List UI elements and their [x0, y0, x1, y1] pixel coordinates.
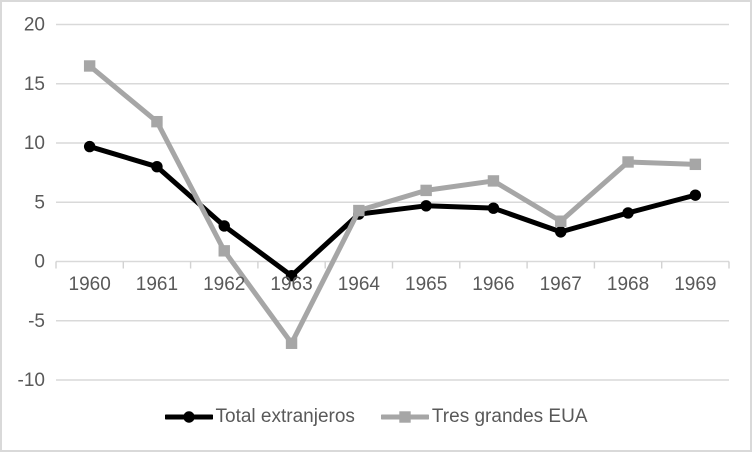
x-tick-label: 1967: [540, 274, 582, 295]
data-point-square-marker: [218, 245, 230, 257]
y-tick-label: -5: [28, 311, 45, 332]
data-point-square-marker: [487, 175, 500, 187]
y-tick-label: 0: [34, 252, 45, 273]
data-point-circle-marker: [622, 207, 634, 219]
y-tick-label: -10: [18, 370, 45, 391]
data-point-square-marker: [285, 337, 298, 349]
data-point-circle-marker: [151, 161, 163, 173]
x-tick-label: 1961: [136, 274, 178, 295]
legend-entry-total-extranjeros: Total extranjeros: [164, 404, 355, 430]
data-point-circle-marker: [83, 140, 96, 153]
legend-entry-tres-grandes-eua: Tres grandes EUA: [380, 404, 588, 430]
data-point-circle-marker: [689, 189, 702, 201]
data-point-square-marker: [151, 115, 163, 128]
data-point-square-marker: [555, 215, 567, 227]
series-tres-grandes-eua: [83, 60, 702, 349]
data-point-square-marker: [622, 156, 634, 168]
y-tick-label: 5: [34, 192, 45, 213]
data-point-circle-marker: [487, 202, 500, 214]
y-tick-label: 20: [24, 15, 45, 36]
legend-square-marker-icon: [380, 411, 429, 423]
y-axis-labels: 20 15 10 5 0 -5 -10: [18, 15, 45, 392]
x-tick-label: 1965: [405, 274, 447, 295]
data-point-circle-marker: [420, 200, 432, 212]
x-tick-label: 1963: [270, 274, 312, 295]
x-tick-label: 1968: [607, 274, 649, 295]
data-point-square-marker: [420, 184, 432, 197]
series-line-tres-grandes-eua: [87, 63, 698, 346]
data-point-square-marker: [353, 204, 365, 217]
series-total-extranjeros: [83, 140, 702, 282]
data-point-circle-marker: [218, 220, 230, 232]
x-tick-label: 1962: [203, 274, 245, 295]
x-axis-ticks: [55, 261, 730, 269]
x-tick-label: 1960: [69, 274, 111, 295]
series-line-total-extranjeros: [87, 144, 698, 279]
legend-label: Total extranjeros: [215, 406, 355, 427]
x-tick-label: 1966: [472, 274, 514, 295]
legend-label: Tres grandes EUA: [431, 406, 588, 427]
y-tick-label: 10: [24, 133, 45, 154]
data-point-square-marker: [689, 158, 702, 171]
data-point-square-marker: [83, 60, 96, 72]
x-axis-labels: 1960 1961 1962 1963 1964 1965 1966 1967 1968 1969: [69, 274, 717, 295]
y-tick-label: 15: [24, 74, 45, 95]
legend-circle-marker-icon: [164, 411, 213, 423]
data-point-circle-marker: [285, 270, 298, 282]
x-tick-label: 1964: [338, 274, 381, 295]
x-tick-label: 1969: [674, 274, 716, 295]
legend: Total extranjeros Tres grandes EUA: [0, 404, 752, 430]
data-point-circle-marker: [555, 226, 567, 238]
